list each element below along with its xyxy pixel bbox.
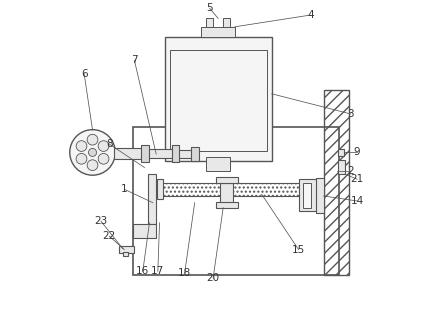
Bar bbox=[114, 148, 143, 159]
Text: 1: 1 bbox=[121, 184, 128, 194]
Bar bbox=[157, 179, 163, 199]
Circle shape bbox=[98, 141, 109, 151]
Bar bbox=[159, 183, 300, 196]
Text: 16: 16 bbox=[136, 266, 149, 276]
Bar bbox=[338, 160, 345, 174]
Bar bbox=[206, 157, 230, 171]
Bar bbox=[119, 246, 134, 253]
Bar bbox=[148, 174, 156, 224]
Bar bbox=[324, 90, 349, 275]
Bar bbox=[133, 127, 339, 275]
Bar bbox=[338, 149, 345, 156]
Text: 17: 17 bbox=[151, 266, 164, 276]
Text: 3: 3 bbox=[347, 109, 354, 119]
Text: 22: 22 bbox=[103, 231, 116, 241]
Text: 6: 6 bbox=[81, 69, 87, 79]
Bar bbox=[220, 183, 233, 203]
Text: 4: 4 bbox=[307, 10, 314, 20]
Text: 15: 15 bbox=[292, 245, 305, 255]
Bar bbox=[172, 145, 179, 162]
Text: 21: 21 bbox=[350, 174, 364, 184]
Circle shape bbox=[89, 148, 97, 156]
Bar bbox=[148, 149, 174, 158]
Bar bbox=[170, 50, 267, 151]
Bar bbox=[316, 178, 324, 213]
Text: 14: 14 bbox=[350, 196, 364, 206]
Bar bbox=[133, 224, 156, 238]
Circle shape bbox=[76, 141, 87, 151]
Text: 18: 18 bbox=[178, 268, 191, 278]
Bar bbox=[123, 252, 128, 256]
Bar bbox=[190, 147, 199, 161]
Circle shape bbox=[76, 153, 87, 164]
Circle shape bbox=[70, 130, 115, 175]
Bar bbox=[206, 18, 213, 27]
Text: 7: 7 bbox=[131, 55, 138, 65]
Text: 23: 23 bbox=[94, 216, 108, 226]
Circle shape bbox=[98, 153, 109, 164]
Bar bbox=[178, 150, 193, 158]
Text: 8: 8 bbox=[106, 139, 113, 149]
Bar bbox=[223, 18, 230, 27]
Bar bbox=[216, 202, 237, 208]
Circle shape bbox=[87, 134, 98, 145]
Circle shape bbox=[87, 160, 98, 171]
Bar bbox=[299, 179, 317, 211]
Text: 5: 5 bbox=[206, 3, 213, 13]
Bar bbox=[141, 145, 149, 162]
Bar bbox=[216, 177, 237, 183]
Bar bbox=[303, 183, 311, 208]
Text: 9: 9 bbox=[354, 147, 361, 157]
Bar bbox=[202, 27, 235, 37]
Bar bbox=[164, 37, 272, 161]
Text: 2: 2 bbox=[347, 166, 354, 176]
Text: 20: 20 bbox=[206, 273, 220, 283]
